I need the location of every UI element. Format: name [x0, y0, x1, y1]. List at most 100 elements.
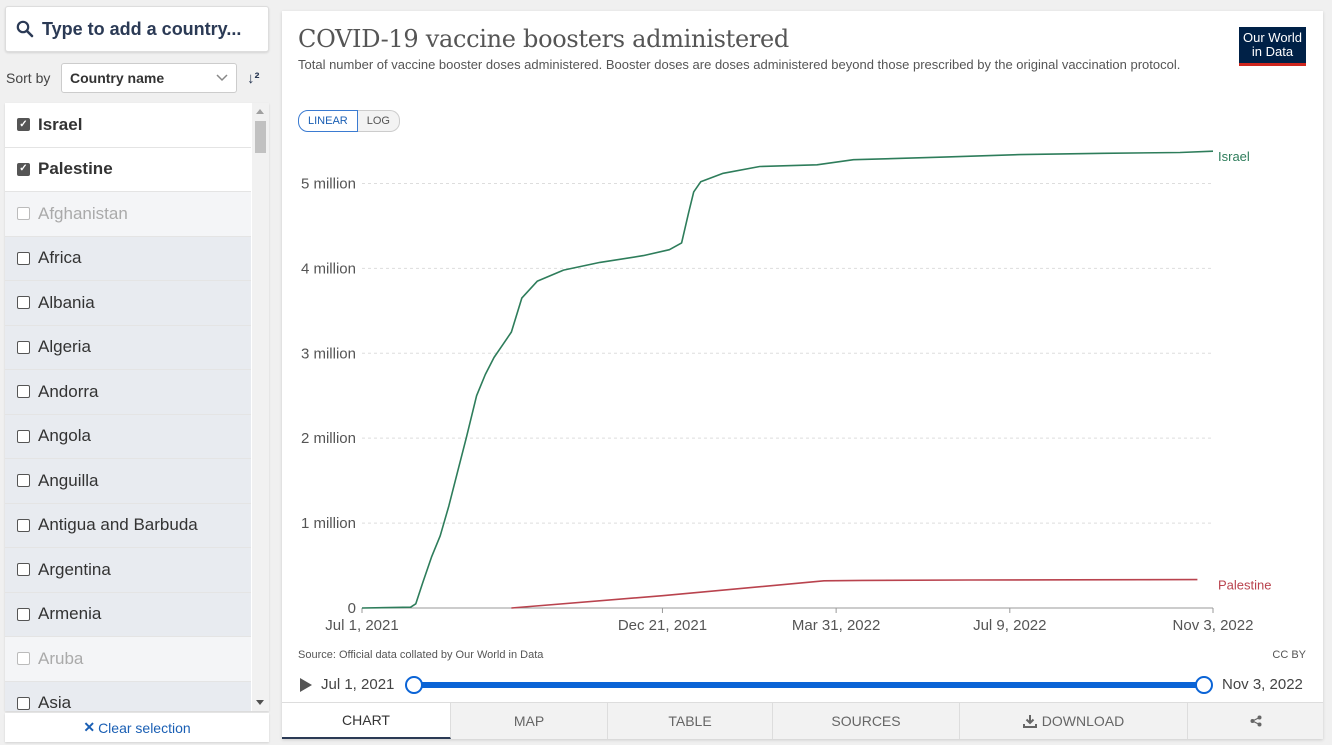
country-item[interactable]: Antigua and Barbuda: [5, 503, 251, 548]
y-tick-label: 3 million: [301, 345, 356, 362]
sort-select[interactable]: Country name: [61, 63, 237, 93]
country-name: Anguilla: [38, 470, 99, 490]
chart-license[interactable]: CC BY: [1272, 649, 1306, 661]
series-line-israel: [361, 150, 1214, 609]
x-tick-label: Jul 1, 2021: [325, 617, 398, 634]
scroll-down-icon[interactable]: [256, 700, 264, 705]
y-tick-label: 0: [348, 600, 356, 617]
country-item[interactable]: Asia: [5, 681, 251, 711]
country-item[interactable]: Algeria: [5, 325, 251, 370]
sort-select-value: Country name: [70, 70, 165, 86]
x-tick-label: Nov 3, 2022: [1173, 617, 1254, 634]
country-name: Albania: [38, 292, 95, 312]
tab-share[interactable]: [1188, 703, 1323, 739]
clear-selection-button[interactable]: ✕ Clear selection: [5, 713, 269, 742]
owid-logo[interactable]: Our World in Data: [1239, 27, 1306, 66]
x-tick-label: Dec 21, 2021: [618, 617, 707, 634]
country-checkbox[interactable]: [17, 429, 30, 443]
country-name: Israel: [38, 114, 83, 134]
timeline-end-handle[interactable]: [1195, 676, 1213, 694]
country-item: Aruba: [5, 637, 251, 682]
country-item[interactable]: Africa: [5, 236, 251, 281]
timeline: Jul 1, 2021 Nov 3, 2022: [298, 673, 1308, 697]
country-checkbox[interactable]: [17, 340, 30, 354]
y-tick-label: 2 million: [301, 430, 356, 447]
series-line-palestine: [511, 578, 1198, 609]
scale-toggle: LINEAR LOG: [298, 110, 400, 132]
scroll-thumb[interactable]: [255, 121, 266, 153]
y-tick-label: 5 million: [301, 175, 356, 192]
country-checkbox: [17, 207, 30, 221]
country-item[interactable]: Armenia: [5, 592, 251, 637]
country-search-input[interactable]: [42, 18, 262, 40]
country-checkbox[interactable]: [17, 563, 30, 577]
share-icon: [1250, 715, 1261, 727]
series-label: Palestine: [1218, 578, 1271, 593]
timeline-start-label: Jul 1, 2021: [321, 676, 395, 693]
country-item: Afghanistan: [5, 192, 251, 237]
country-checkbox[interactable]: ✓: [17, 118, 30, 132]
country-name: Armenia: [38, 604, 102, 624]
country-checkbox[interactable]: [17, 518, 30, 532]
country-name: Africa: [38, 248, 82, 268]
country-name: Aruba: [38, 648, 84, 668]
tab-sources[interactable]: SOURCES: [773, 703, 960, 739]
country-search-box[interactable]: [5, 6, 269, 52]
sort-label: Sort by: [6, 70, 51, 86]
tab-download[interactable]: DOWNLOAD: [960, 703, 1188, 739]
series-label: Israel: [1218, 149, 1250, 164]
sort-descending-icon[interactable]: ↓²: [247, 69, 260, 87]
country-item[interactable]: ✓ Palestine: [5, 147, 251, 192]
close-icon: ✕: [83, 719, 96, 735]
y-tick-label: 1 million: [301, 515, 356, 532]
x-tick-label: Jul 9, 2022: [973, 617, 1046, 634]
play-icon[interactable]: [300, 678, 312, 692]
country-item[interactable]: ✓ Israel: [5, 103, 251, 148]
line-chart: 0 1 million 2 million 3 million 4 million 5 m…: [301, 149, 1272, 634]
tab-download-label: DOWNLOAD: [1041, 713, 1125, 729]
country-name: Palestine: [38, 159, 113, 179]
logo-line-1: Our World: [1243, 30, 1302, 45]
clear-selection-label: Clear selection: [98, 719, 191, 736]
tab-map[interactable]: MAP: [451, 703, 608, 739]
country-name: Algeria: [38, 337, 91, 357]
country-item[interactable]: Argentina: [5, 548, 251, 593]
timeline-end-label: Nov 3, 2022: [1222, 676, 1303, 693]
tab-table[interactable]: TABLE: [608, 703, 773, 739]
country-name: Angola: [38, 426, 91, 446]
country-list: ✓ Israel ✓ Palestine Afghanistan Africa Albani…: [5, 103, 269, 711]
country-item[interactable]: Albania: [5, 281, 251, 326]
country-checkbox[interactable]: [17, 251, 30, 265]
chart-tabs: CHART MAP TABLE SOURCES DOWNLOAD: [282, 702, 1323, 739]
country-checkbox[interactable]: [17, 607, 30, 621]
tab-chart[interactable]: CHART: [282, 703, 451, 739]
timeline-track[interactable]: [414, 682, 1204, 688]
country-checkbox[interactable]: [17, 385, 30, 399]
x-tick-label: Mar 31, 2022: [792, 617, 880, 634]
country-checkbox[interactable]: [17, 296, 30, 310]
country-item[interactable]: Andorra: [5, 370, 251, 415]
chart-subtitle: Total number of vaccine booster doses ad…: [298, 57, 1181, 72]
scroll-up-icon[interactable]: [256, 109, 264, 114]
chevron-down-icon: [216, 74, 228, 82]
country-checkbox: [17, 652, 30, 666]
download-icon: [1022, 715, 1037, 728]
chart-title: COVID-19 vaccine boosters administered: [298, 25, 789, 53]
country-name: Afghanistan: [38, 203, 128, 223]
country-item[interactable]: Anguilla: [5, 459, 251, 504]
country-sidebar: Sort by Country name ↓² ✓ Israel ✓ Palestin…: [5, 6, 269, 742]
logo-line-2: in Data: [1251, 44, 1294, 59]
linear-scale-button[interactable]: LINEAR: [298, 110, 358, 132]
timeline-start-handle[interactable]: [405, 676, 423, 694]
country-checkbox[interactable]: ✓: [17, 162, 30, 176]
search-icon: [16, 20, 34, 38]
country-checkbox[interactable]: [17, 474, 30, 488]
sort-row: Sort by Country name ↓²: [5, 62, 269, 94]
y-tick-label: 4 million: [301, 260, 356, 277]
country-name: Andorra: [38, 381, 99, 401]
log-scale-button[interactable]: LOG: [357, 110, 400, 132]
country-name: Asia: [38, 693, 72, 711]
country-checkbox[interactable]: [17, 696, 30, 710]
list-scrollbar[interactable]: [252, 103, 269, 711]
country-item[interactable]: Angola: [5, 414, 251, 459]
